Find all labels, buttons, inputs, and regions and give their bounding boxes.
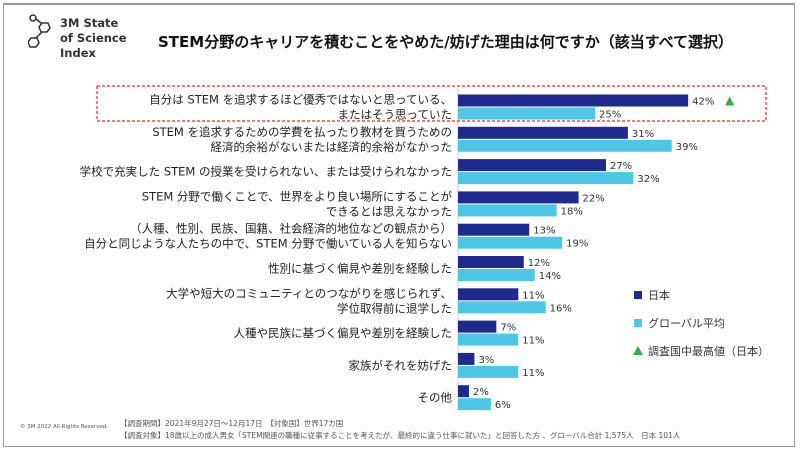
bar-japan	[458, 385, 469, 398]
survey-target: 【調査対象】18歳以上の成人男女「STEM関連の職種に従事することを考えたが、最…	[120, 431, 681, 440]
survey-period: 【調査期間】2021年9月27日～12月17日 【対象国】世界17カ国	[120, 419, 344, 428]
bar-global	[458, 139, 672, 152]
data-label: 3%	[478, 355, 494, 366]
data-label: 27%	[610, 161, 632, 172]
category-label: 学位取得前に退学した	[337, 301, 452, 315]
bar-global	[458, 204, 557, 217]
slide-frame	[3, 3, 795, 447]
copyright: © 3M 2022 All Rights Reserved.	[20, 424, 108, 430]
data-label: 7%	[500, 323, 516, 334]
category-label: STEM を追求するための学費を払ったり教材を買うための	[152, 125, 452, 139]
category-label: 家族がそれを妨げた	[349, 358, 453, 372]
bar-global	[458, 333, 519, 346]
brand-line: of Science	[60, 31, 127, 45]
category-label: （人種、性別、民族、国籍、社会経済的地位などの観点から）	[130, 222, 452, 236]
brand-line: Index	[60, 46, 96, 60]
legend-swatch	[634, 291, 642, 299]
legend-triangle-icon	[633, 346, 643, 355]
data-label: 31%	[632, 129, 654, 140]
category-label: 自分は STEM を追求するほど優秀ではないと思っている、	[149, 93, 452, 107]
category-label: 経済的余裕がないまたは経済的余裕がなかった	[211, 140, 453, 154]
category-label: 性別に基づく偏見や差別を経験した	[268, 262, 452, 276]
legend-swatch	[634, 319, 642, 327]
bar-japan	[458, 126, 628, 139]
data-label: 13%	[533, 226, 555, 237]
bar-global	[458, 301, 546, 314]
data-label: 19%	[566, 239, 588, 250]
highest-value-triangle-icon	[725, 96, 735, 106]
highlight-box	[96, 85, 767, 122]
bar-global	[458, 365, 519, 378]
data-label: 22%	[583, 193, 605, 204]
brand-name: 3M State of Science Index	[60, 16, 127, 61]
bar-japan	[458, 256, 524, 268]
bar-japan	[458, 352, 475, 365]
category-label: できるとは思えなかった	[326, 204, 452, 218]
legend-label: 調査国中最高値（日本）	[648, 344, 769, 358]
brand-line: 3M State	[60, 16, 119, 30]
data-label: 11%	[522, 368, 544, 379]
category-label: 大学や短大のコミュニティとのつながりを感じられず、	[166, 286, 452, 300]
bar-japan	[458, 191, 579, 204]
data-label: 25%	[599, 110, 621, 121]
bar-japan	[458, 320, 497, 333]
data-label: 18%	[561, 206, 583, 217]
bar-global	[458, 172, 634, 185]
bar-global	[458, 236, 563, 249]
data-label: 11%	[522, 290, 544, 301]
page-title: STEM分野のキャリアを積むことをやめた/妨げた理由は何ですか（該当すべて選択）	[158, 33, 734, 51]
data-label: 11%	[522, 336, 544, 347]
bar-japan	[458, 94, 689, 107]
legend-label: 日本	[648, 288, 670, 302]
bar-japan	[458, 159, 606, 172]
category-label: その他	[418, 391, 453, 405]
data-label: 42%	[692, 97, 714, 108]
bar-global	[458, 398, 491, 411]
category-label: またはそう思っていた	[338, 108, 452, 122]
category-label: 学校で充実した STEM の授業を受けられない、または受けられなかった	[80, 165, 452, 179]
category-label: 自分と同じような人たちの中で、STEM 分野で働いている人を知らない	[84, 237, 452, 251]
bar-japan	[458, 223, 530, 236]
legend-label: グローバル平均	[648, 316, 725, 330]
bar-japan	[458, 288, 519, 301]
bar-global	[458, 107, 595, 120]
data-label: 6%	[495, 400, 511, 411]
data-label: 39%	[676, 142, 698, 153]
data-label: 2%	[473, 387, 489, 398]
category-label: STEM 分野で働くことで、世界をより良い場所にすることが	[142, 189, 453, 203]
bar-global	[458, 269, 535, 281]
data-label: 12%	[528, 258, 550, 269]
data-label: 16%	[550, 303, 572, 314]
data-label: 14%	[539, 271, 561, 282]
data-label: 32%	[637, 174, 659, 185]
category-label: 人種や民族に基づく偏見や差別を経験した	[234, 326, 453, 340]
molecule-logo-icon	[28, 14, 51, 48]
